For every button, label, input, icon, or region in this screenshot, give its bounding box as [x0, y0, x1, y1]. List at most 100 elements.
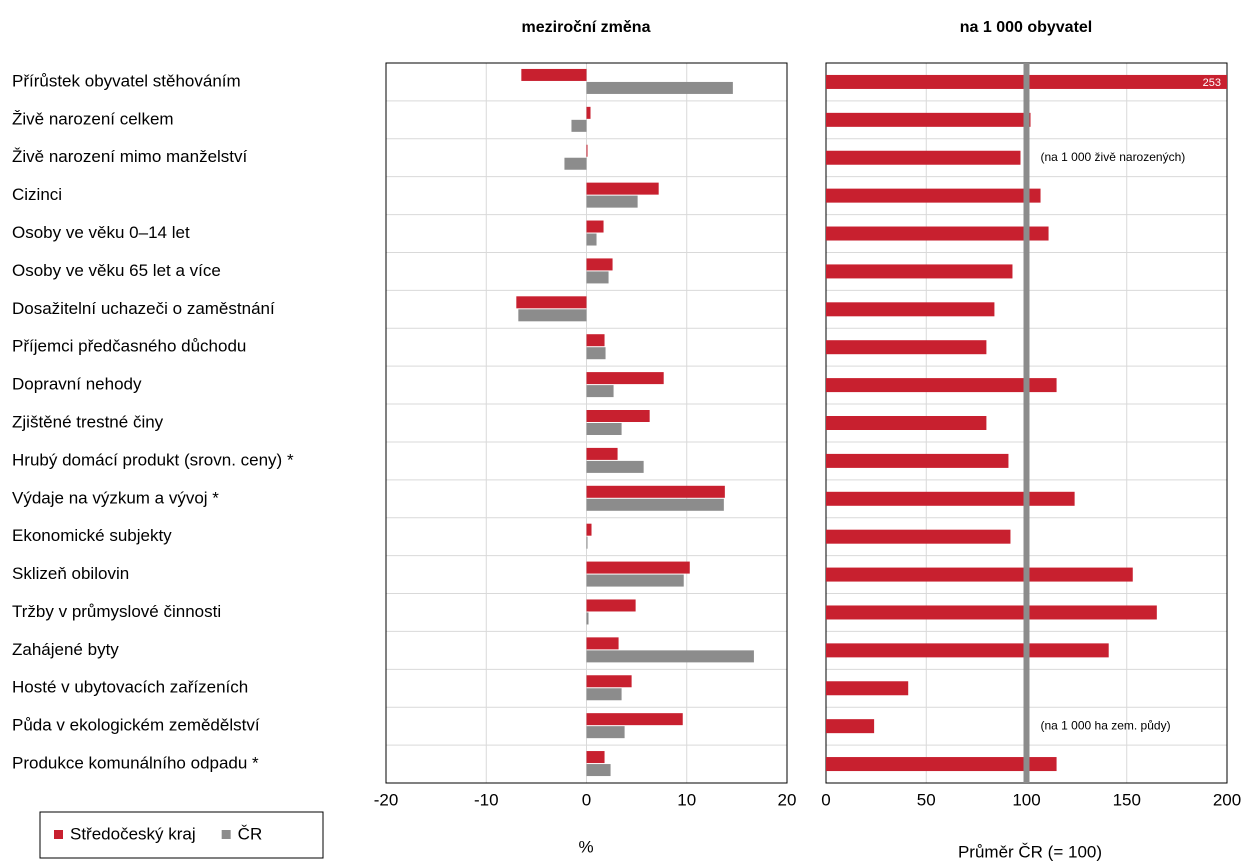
category-label: Ekonomické subjekty: [12, 526, 172, 545]
x-tick-label: 50: [917, 790, 936, 809]
legend-swatch: [221, 830, 231, 839]
annotation: (na 1 000 ha zem. půdy): [1041, 718, 1171, 732]
bar: [586, 599, 636, 612]
bar: [826, 112, 1031, 127]
chart-title: meziroční změna: [522, 19, 651, 36]
x-tick-label: 100: [1012, 790, 1040, 809]
bar: [586, 764, 611, 777]
bar: [586, 713, 683, 726]
bar: [586, 574, 684, 587]
x-axis-label: %: [578, 837, 593, 856]
legend: [39, 811, 324, 859]
x-tick-label: 0: [582, 790, 591, 809]
category-label: Příjemci předčasného důchodu: [12, 337, 246, 356]
bar: [586, 485, 725, 498]
x-tick-label: 10: [677, 790, 696, 809]
category-label: Sklizeň obilovin: [12, 564, 129, 583]
bar: [586, 195, 638, 208]
bar: [586, 523, 592, 536]
category-label: Tržby v průmyslové činnosti: [12, 602, 221, 621]
bars: [826, 74, 1227, 772]
bar: [586, 751, 605, 764]
bar: [586, 650, 754, 663]
x-tick-label: 150: [1113, 790, 1141, 809]
category-label: Zahájené byty: [12, 640, 119, 659]
plot-frame: [385, 62, 788, 784]
bar: [826, 378, 1057, 393]
bar: [516, 296, 587, 309]
category-label: Živě narození celkem: [12, 109, 174, 128]
bar: [826, 605, 1157, 620]
bar: [826, 643, 1109, 658]
chart-title: na 1 000 obyvatel: [960, 19, 1093, 36]
bar: [586, 144, 588, 157]
bar: [521, 68, 587, 81]
bar: [586, 561, 690, 574]
bar: [826, 491, 1075, 506]
category-label: Živě narození mimo manželství: [12, 147, 248, 166]
category-label: Hrubý domácí produkt (srovn. ceny) *: [12, 450, 294, 469]
bar: [826, 416, 987, 430]
x-tick-label: 0: [821, 790, 830, 809]
bar: [586, 106, 591, 119]
bar: [586, 81, 733, 94]
bar: [826, 150, 1021, 165]
bar: [826, 719, 875, 734]
bar: [586, 258, 613, 271]
bar: [826, 453, 1009, 468]
category-label: Produkce komunálního odpadu *: [12, 754, 259, 773]
category-label: Výdaje na výzkum a vývoj *: [12, 488, 219, 507]
bar: [586, 498, 724, 511]
category-label: Zjištěné trestné činy: [12, 412, 164, 431]
bar: [586, 271, 609, 284]
bar: [586, 220, 604, 233]
x-tick-label: 20: [778, 790, 797, 809]
value-label: 253: [1203, 77, 1221, 89]
bar: [586, 410, 650, 422]
bar: [586, 637, 619, 650]
bar: [586, 385, 614, 398]
x-axis-label: Průměr ČR (= 100): [958, 842, 1102, 861]
bar: [826, 74, 1227, 89]
legend-label: ČR: [238, 824, 263, 843]
bar: [571, 119, 587, 132]
category-label: Hosté v ubytovacích zařízeních: [12, 678, 248, 697]
category-label: Osoby ve věku 65 let a více: [12, 261, 221, 280]
bar: [586, 182, 659, 195]
legend-label: Středočeský kraj: [70, 824, 196, 843]
bar: [586, 675, 632, 688]
category-label: Dosažitelní uchazeči o zaměstnání: [12, 299, 275, 318]
bar: [826, 567, 1133, 582]
bar: [518, 309, 587, 322]
bar: [826, 226, 1049, 241]
bar: [826, 302, 995, 317]
bar: [826, 529, 1011, 544]
category-label: Dopravní nehody: [12, 375, 142, 394]
bar: [564, 157, 587, 170]
category-label: Osoby ve věku 0–14 let: [12, 223, 190, 242]
x-tick-label: -10: [474, 790, 499, 809]
bar: [826, 681, 909, 696]
category-label: Přírůstek obyvatel stěhováním: [12, 71, 241, 90]
bar: [586, 334, 605, 347]
bar: [586, 372, 664, 385]
bar: [586, 612, 589, 625]
legend-swatch: [54, 830, 63, 839]
bar: [826, 264, 1013, 279]
bar: [826, 757, 1057, 772]
bar: [826, 188, 1041, 203]
annotation: (na 1 000 živě narozených): [1041, 150, 1186, 164]
bar: [586, 688, 622, 701]
bar: [586, 347, 606, 360]
x-tick-label: -20: [374, 790, 399, 809]
category-label: Půda v ekologickém zemědělství: [12, 716, 260, 735]
x-tick-label: 200: [1213, 790, 1241, 809]
bar: [586, 460, 644, 473]
bar: [586, 447, 618, 460]
bar: [586, 536, 588, 549]
category-label: Cizinci: [12, 185, 62, 204]
bar: [586, 423, 622, 435]
bar: [586, 233, 597, 246]
bar: [586, 726, 625, 739]
